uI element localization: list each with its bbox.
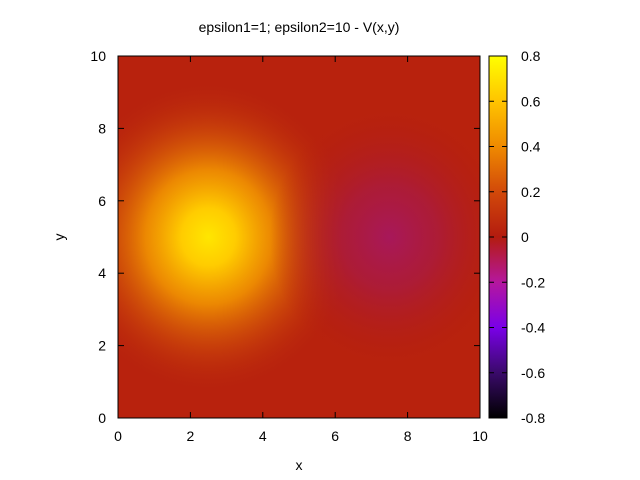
colorbar-tick-label: 0.6	[521, 93, 541, 109]
y-tick-label: 8	[98, 120, 106, 136]
colorbar-tick-label: 0	[521, 229, 529, 245]
x-axis-label: x	[296, 457, 303, 473]
colorbar-tick-label: -0.6	[521, 365, 545, 381]
heatmap-area	[118, 56, 480, 418]
x-tick-label: 8	[404, 428, 412, 444]
y-tick-label: 6	[98, 193, 106, 209]
colorbar-axis: 0.8 0.6 0.4 0.2 0 -0.2 -0.4 -0.6 -0.8	[489, 48, 545, 426]
x-axis: 0 2 4 6 8 10	[114, 56, 488, 444]
negative-extremum	[269, 107, 480, 367]
y-axis-label: y	[51, 234, 67, 241]
x-tick-label: 10	[472, 428, 488, 444]
y-tick-label: 10	[90, 48, 106, 64]
x-tick-label: 0	[114, 428, 122, 444]
x-tick-label: 6	[331, 428, 339, 444]
colorbar-tick-label: 0.2	[521, 184, 541, 200]
x-tick-label: 2	[187, 428, 195, 444]
colorbar-tick-label: -0.8	[521, 410, 545, 426]
y-tick-label: 0	[98, 410, 106, 426]
y-tick-label: 4	[98, 265, 106, 281]
colorbar-tick-label: 0.8	[521, 48, 541, 64]
y-axis: 0 2 4 6 8 10	[90, 48, 480, 426]
x-tick-label: 4	[259, 428, 267, 444]
colorbar-tick-label: -0.4	[521, 320, 545, 336]
y-tick-label: 2	[98, 338, 106, 354]
colorbar-tick-label: -0.2	[521, 274, 545, 290]
colorbar-tick-label: 0.4	[521, 139, 541, 155]
chart-title: epsilon1=1; epsilon2=10 - V(x,y)	[199, 19, 400, 35]
plot-frame	[117, 55, 481, 419]
